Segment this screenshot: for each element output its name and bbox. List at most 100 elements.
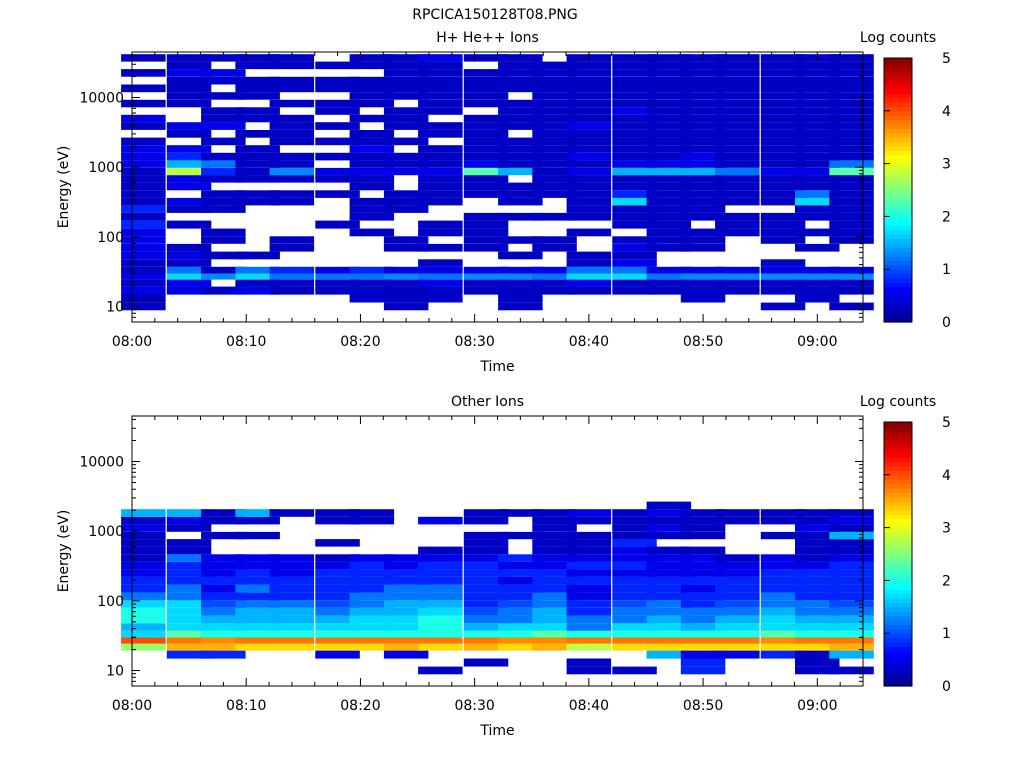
panel0-colorbar-segment xyxy=(884,256,912,261)
panel0-colorbar-segment xyxy=(884,242,912,248)
panel1-cell xyxy=(166,569,212,577)
panel0-cell xyxy=(795,273,840,280)
panel0-colorbar-segment xyxy=(884,124,912,129)
panel1-cell xyxy=(680,516,726,525)
panel0-cell xyxy=(498,61,543,70)
panel0-cell xyxy=(201,114,246,123)
panel1-cell xyxy=(829,524,874,532)
panel1-cell xyxy=(349,576,395,585)
panel1-cell xyxy=(829,666,874,675)
panel0-cell xyxy=(269,273,315,280)
panel1-cell xyxy=(121,576,166,585)
panel0-cell xyxy=(715,220,760,229)
panel1-cell xyxy=(829,615,874,624)
panel0-cell xyxy=(166,61,212,70)
panel1-cell xyxy=(235,643,280,651)
panel1-cell xyxy=(795,531,840,540)
panel0-colorbar-segment xyxy=(884,308,912,314)
panel1-cell xyxy=(680,561,726,570)
panel0-cell xyxy=(383,243,429,252)
panel0-cell xyxy=(418,92,463,100)
panel0-cell xyxy=(349,152,395,161)
panel0-cell xyxy=(315,286,360,295)
panel1-cell xyxy=(166,643,212,651)
panel1-cell xyxy=(349,509,395,517)
panel0-cell xyxy=(715,92,760,100)
panel0-cell xyxy=(269,236,315,244)
panel0-cell xyxy=(760,145,806,153)
panel1-cell xyxy=(498,531,543,540)
panel0-colorbar-segment xyxy=(884,132,912,138)
panel0-colorbar-segment xyxy=(884,150,912,156)
panel0-cell xyxy=(383,190,429,198)
panel0-y-tick-label: 10000 xyxy=(79,91,124,107)
panel1-cell xyxy=(646,561,692,570)
panel0-cell xyxy=(418,175,463,183)
panel1-colorbar-segment xyxy=(884,567,912,573)
panel0-cell xyxy=(612,175,657,183)
panel0-cell xyxy=(795,84,840,93)
panel0-cell xyxy=(463,167,509,176)
panel1-cell xyxy=(121,637,166,644)
panel0-colorbar-segment xyxy=(884,62,912,68)
panel0-cell xyxy=(121,54,166,62)
panel0-cell xyxy=(349,114,395,123)
panel1-cell xyxy=(566,592,612,601)
panel0-cell xyxy=(566,197,612,206)
panel1-cell xyxy=(201,531,246,540)
panel0-cell xyxy=(795,266,840,274)
panel1-cell xyxy=(795,569,840,577)
panel0-cell xyxy=(201,236,246,244)
panel1-cell xyxy=(498,623,543,631)
panel1-cell xyxy=(829,592,874,601)
panel0-cell xyxy=(566,286,612,295)
panel0-cell xyxy=(498,302,543,311)
panel0-cell xyxy=(383,84,429,93)
panel0-cell xyxy=(463,69,509,77)
panel0-colorbar-segment xyxy=(884,234,912,239)
panel0-cell xyxy=(680,107,726,115)
panel1-cell xyxy=(269,630,315,638)
panel0-cell xyxy=(349,212,395,221)
panel0-cell xyxy=(680,266,726,274)
panel0-cell xyxy=(418,286,463,295)
panel1-cell xyxy=(418,561,463,570)
panel1-colorbar-tick-label: 1 xyxy=(942,626,951,642)
panel1-cell xyxy=(795,576,840,585)
panel0-cell xyxy=(612,137,657,146)
panel0-cell xyxy=(760,228,806,237)
panel0-cell xyxy=(498,286,543,295)
panel1-colorbar-segment xyxy=(884,518,912,524)
panel0-cell xyxy=(566,92,612,100)
panel1-cell xyxy=(121,509,166,517)
panel0-cell xyxy=(646,137,692,146)
panel1-cell xyxy=(349,592,395,601)
panel0-cell xyxy=(121,294,166,303)
panel1-cell xyxy=(646,531,692,540)
panel1-colorbar-segment xyxy=(884,448,912,454)
panel0-cell xyxy=(829,182,874,191)
panel0-cell xyxy=(646,99,692,108)
panel0-cell xyxy=(269,152,315,161)
panel1-colorbar-segment xyxy=(884,598,912,603)
panel1-cell xyxy=(566,509,612,517)
panel1-cell xyxy=(566,615,612,624)
panel1-cell xyxy=(795,658,840,667)
panel0-cell xyxy=(166,152,212,161)
panel1-cell xyxy=(715,623,760,631)
panel0-cell xyxy=(715,54,760,62)
panel0-cell xyxy=(646,130,692,138)
panel0-cell xyxy=(269,122,315,130)
panel0-cell xyxy=(646,54,692,62)
panel0-cell xyxy=(612,122,657,130)
panel1-cell xyxy=(646,554,692,562)
panel0-cell xyxy=(269,175,315,183)
panel0-cell xyxy=(121,220,166,229)
panel0-cell xyxy=(121,99,166,108)
panel0-colorbar-segment xyxy=(884,84,912,90)
panel0-cell xyxy=(680,76,726,85)
panel1-cell xyxy=(349,561,395,570)
panel0-cell xyxy=(166,279,212,287)
panel1-cell xyxy=(795,607,840,616)
panel0-x-tick-label: 09:00 xyxy=(797,334,837,350)
